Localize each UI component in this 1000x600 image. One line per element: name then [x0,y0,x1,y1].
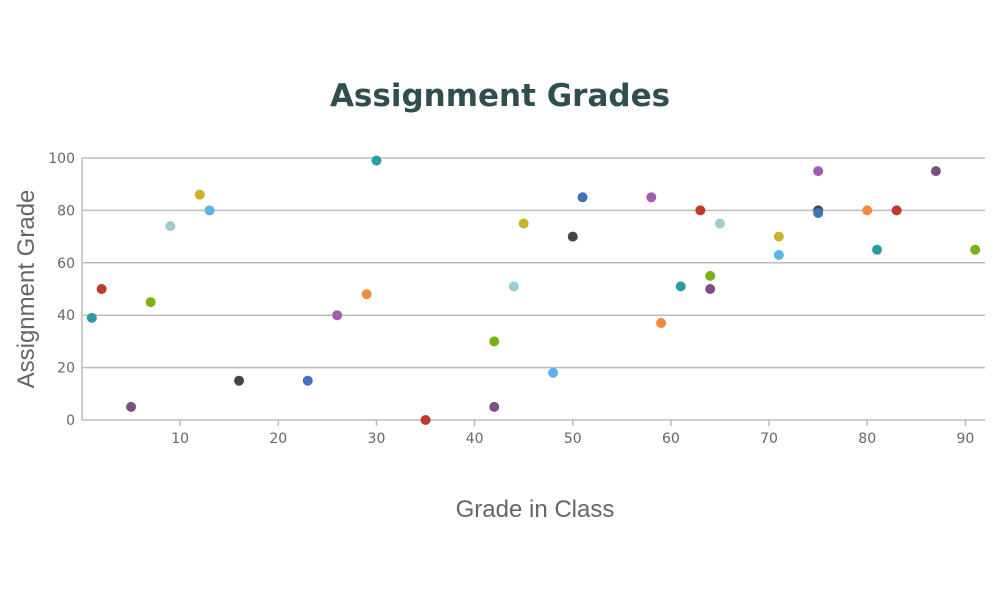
y-axis-title: Assignment Grade [13,190,40,389]
data-point-30[interactable] [813,208,824,219]
data-point-19[interactable] [577,192,588,203]
data-point-23[interactable] [695,205,706,216]
data-point-33[interactable] [872,244,883,255]
tick-labels: 0 20 40 60 80 100 10 20 30 40 50 60 70 80 90 [48,151,974,447]
axes [81,158,967,426]
grid-lines [82,157,985,421]
data-point-24[interactable] [705,284,716,294]
data-point-31[interactable] [813,166,824,177]
data-point-32[interactable] [862,205,873,216]
data-point-11[interactable] [371,155,382,166]
data-point-22[interactable] [675,281,686,292]
y-tick-label: 80 [57,203,75,219]
data-point-5[interactable] [194,189,205,200]
y-tick-label: 0 [66,413,75,429]
data-point-28[interactable] [773,249,784,260]
data-point-27[interactable] [773,231,784,242]
x-axis-title: Grade in Class [456,496,615,523]
data-point-14[interactable] [489,336,500,347]
data-point-16[interactable] [518,218,529,229]
data-point-35[interactable] [930,166,941,177]
data-point-21[interactable] [656,318,667,329]
data-point-2[interactable] [126,401,137,412]
data-point-0[interactable] [86,312,97,323]
data-point-6[interactable] [204,205,215,216]
y-tick-label: 100 [48,151,75,167]
x-tick-label: 30 [368,431,386,447]
data-point-10[interactable] [361,289,372,300]
data-points [86,155,981,425]
data-point-1[interactable] [96,284,107,294]
x-tick-label: 70 [760,431,778,447]
data-point-12[interactable] [420,415,431,425]
data-point-15[interactable] [508,281,519,292]
y-tick-label: 40 [57,308,75,324]
data-point-26[interactable] [714,218,725,229]
data-point-3[interactable] [145,297,156,308]
data-point-4[interactable] [165,221,176,232]
x-tick-label: 90 [956,431,974,447]
chart-title: Assignment Grades [329,78,671,114]
data-point-20[interactable] [646,192,657,203]
data-point-36[interactable] [970,244,981,255]
x-tick-label: 50 [564,431,582,447]
data-point-13[interactable] [489,401,500,412]
x-tick-label: 20 [269,431,287,447]
data-point-9[interactable] [332,310,343,321]
data-point-25[interactable] [705,270,716,281]
data-point-8[interactable] [302,375,313,386]
y-tick-label: 60 [57,256,75,272]
y-tick-label: 20 [57,361,75,377]
x-tick-label: 80 [858,431,876,447]
data-point-18[interactable] [567,231,578,242]
x-tick-label: 60 [662,431,680,447]
x-tick-label: 40 [466,431,484,447]
x-tick-label: 10 [171,431,189,447]
data-point-17[interactable] [548,367,559,378]
data-point-7[interactable] [234,375,245,386]
data-point-34[interactable] [891,205,902,216]
